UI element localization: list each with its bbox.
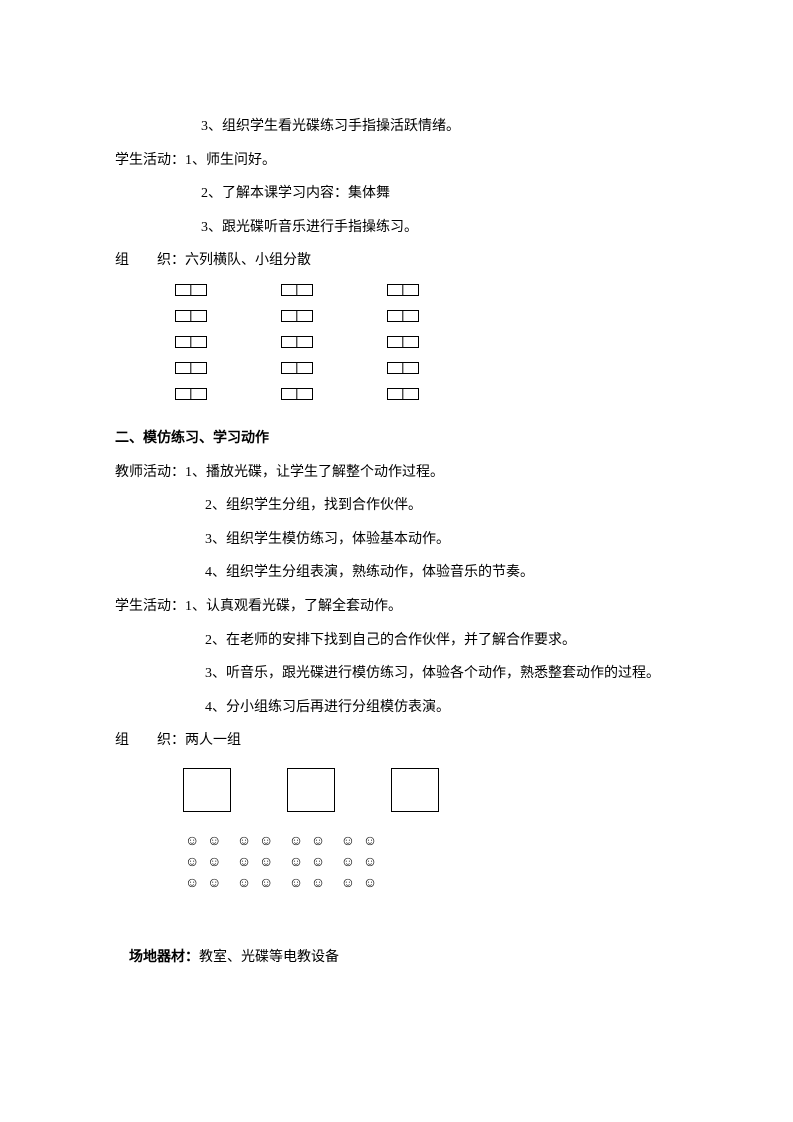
smiley-row: ☺ ☺ ☺ ☺ ☺ ☺ ☺ ☺: [185, 872, 678, 893]
group-box: [183, 768, 231, 812]
formation-cell: [281, 284, 313, 296]
group-box: [287, 768, 335, 812]
formation-diagram-2: [115, 758, 678, 816]
formation-diagram-1: [115, 278, 678, 420]
equipment-label: 场地器材：: [129, 950, 199, 965]
formation-cell: [387, 362, 419, 374]
document-page: 3、组织学生看光碟练习手指操活跃情绪。 学生活动：1、师生问好。 2、了解本课学…: [0, 0, 793, 1008]
formation-cell: [175, 336, 207, 348]
formation-cell: [387, 284, 419, 296]
formation-cell: [281, 388, 313, 400]
formation-cell: [175, 284, 207, 296]
text-line: 3、组织学生模仿练习，体验基本动作。: [115, 523, 678, 557]
smiley-row: ☺ ☺ ☺ ☺ ☺ ☺ ☺ ☺: [185, 851, 678, 872]
smiley-row: ☺ ☺ ☺ ☺ ☺ ☺ ☺ ☺: [185, 830, 678, 851]
text-line: 3、跟光碟听音乐进行手指操练习。: [115, 211, 678, 245]
formation-row: [175, 362, 678, 374]
text-line: 组 织：两人一组: [115, 724, 678, 758]
formation-row: [175, 336, 678, 348]
group-box: [391, 768, 439, 812]
text-line: 学生活动：1、认真观看光碟，了解全套动作。: [115, 590, 678, 624]
text-line: 2、组织学生分组，找到合作伙伴。: [115, 489, 678, 523]
equipment-line: 场地器材：教室、光碟等电教设备: [115, 907, 678, 1008]
formation-cell: [387, 336, 419, 348]
text-line: 3、组织学生看光碟练习手指操活跃情绪。: [115, 110, 678, 144]
formation-row: [175, 310, 678, 322]
formation-cell: [281, 336, 313, 348]
text-line: 2、了解本课学习内容：集体舞: [115, 177, 678, 211]
section-heading: 二、模仿练习、学习动作: [115, 422, 678, 456]
text-line: 学生活动：1、师生问好。: [115, 144, 678, 178]
text-line: 组 织：六列横队、小组分散: [115, 244, 678, 278]
formation-cell: [175, 388, 207, 400]
smiley-grid: ☺ ☺ ☺ ☺ ☺ ☺ ☺ ☺☺ ☺ ☺ ☺ ☺ ☺ ☺ ☺☺ ☺ ☺ ☺ ☺ …: [115, 816, 678, 893]
formation-cell: [281, 362, 313, 374]
formation-cell: [175, 362, 207, 374]
text-line: 4、组织学生分组表演，熟练动作，体验音乐的节奏。: [115, 556, 678, 590]
formation-row: [175, 388, 678, 400]
formation-cell: [281, 310, 313, 322]
text-line: 2、在老师的安排下找到自己的合作伙伴，并了解合作要求。: [115, 624, 678, 658]
text-line: 3、听音乐，跟光碟进行模仿练习，体验各个动作，熟悉整套动作的过程。: [115, 657, 678, 691]
text-line: 教师活动：1、播放光碟，让学生了解整个动作过程。: [115, 456, 678, 490]
formation-cell: [387, 310, 419, 322]
equipment-value: 教室、光碟等电教设备: [199, 950, 339, 965]
formation-cell: [175, 310, 207, 322]
formation-row: [175, 284, 678, 296]
formation-cell: [387, 388, 419, 400]
text-line: 4、分小组练习后再进行分组模仿表演。: [115, 691, 678, 725]
